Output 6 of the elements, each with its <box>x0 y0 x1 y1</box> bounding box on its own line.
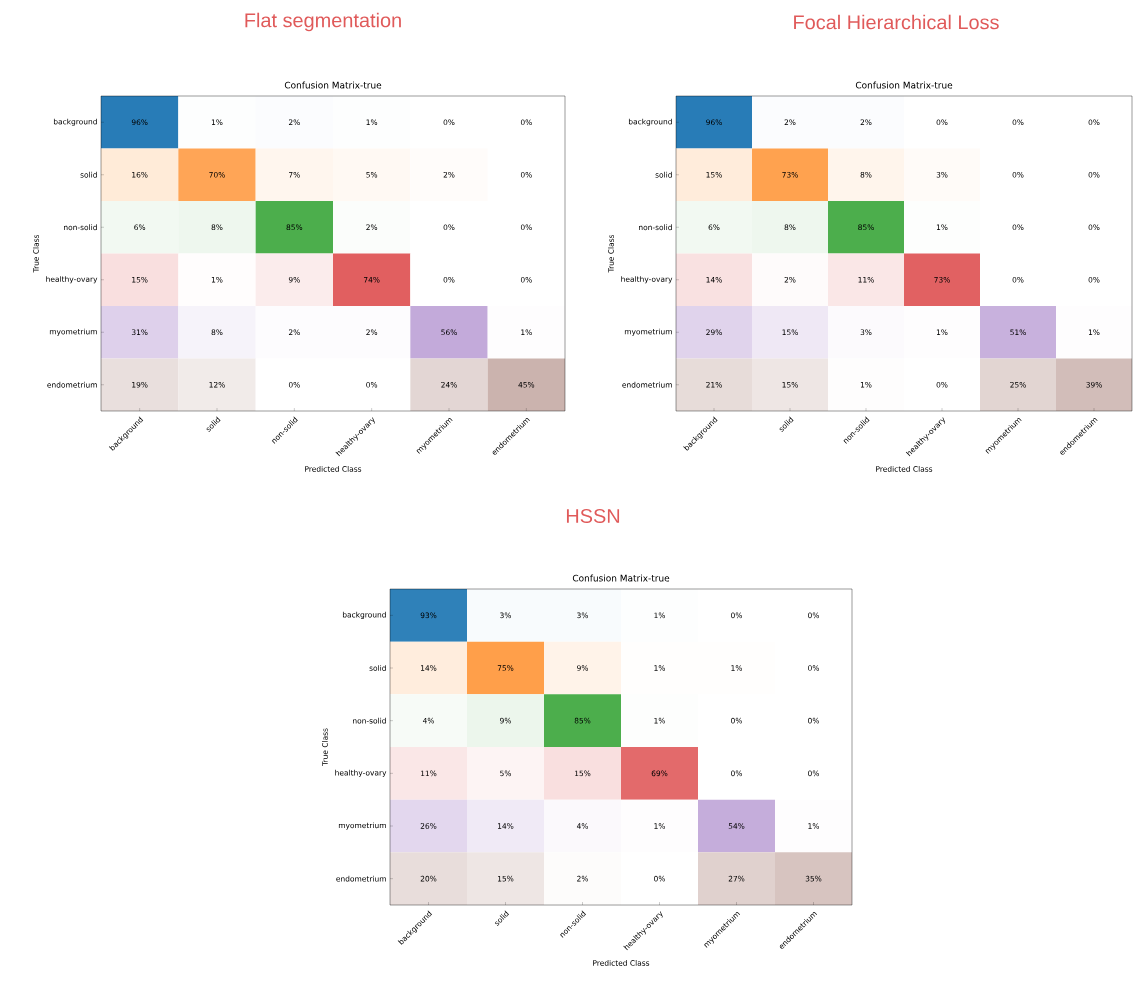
chart-title: Flat segmentation <box>245 12 401 32</box>
chart-subtitle: Confusion Matrix-true <box>855 81 953 89</box>
chart-title: Focal Hierarchical Loss <box>794 14 999 30</box>
chart-subtitle: Confusion Matrix-true <box>284 81 382 89</box>
chart-subtitle: Confusion Matrix-true <box>572 574 670 582</box>
chart-title: HSSN <box>566 508 620 524</box>
